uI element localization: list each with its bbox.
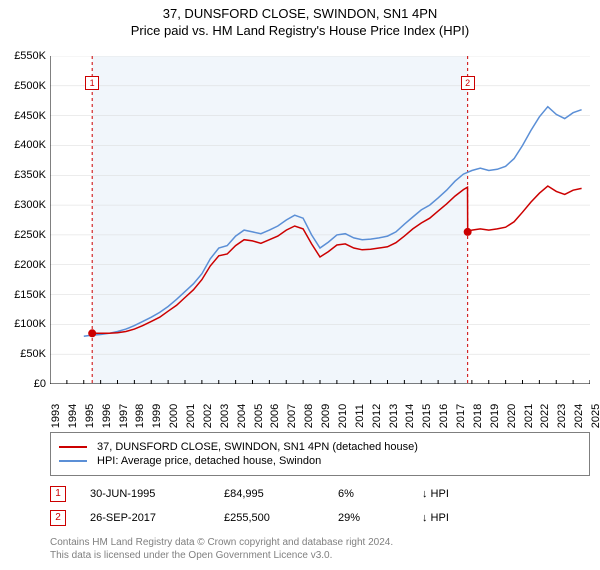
x-tick-label: 1995 <box>84 404 96 428</box>
x-tick-label: 2013 <box>388 404 400 428</box>
y-tick-label: £100K <box>0 318 46 330</box>
footer-line2: This data is licensed under the Open Gov… <box>50 549 590 562</box>
y-tick-label: £550K <box>0 50 46 62</box>
y-tick-label: £150K <box>0 289 46 301</box>
legend-label: HPI: Average price, detached house, Swin… <box>97 455 321 467</box>
x-tick-label: 2012 <box>371 404 383 428</box>
x-tick-label: 1994 <box>67 404 79 428</box>
x-tick-label: 2005 <box>253 404 265 428</box>
transaction-table: 1 30-JUN-1995 £84,995 6% ↓ HPI 2 26-SEP-2017 £2… <box>50 482 590 530</box>
x-tick-label: 1996 <box>101 404 113 428</box>
tx-marker-box: 2 <box>50 510 66 526</box>
x-tick-label: 2000 <box>168 404 180 428</box>
footer-line1: Contains HM Land Registry data © Crown c… <box>50 536 590 549</box>
tx-pct: 29% <box>338 512 398 524</box>
x-tick-label: 2007 <box>286 404 298 428</box>
tx-price: £255,500 <box>224 512 314 524</box>
tx-pct: 6% <box>338 488 398 500</box>
legend-row: HPI: Average price, detached house, Swin… <box>59 455 581 467</box>
legend-swatch <box>59 446 87 448</box>
plot-area: £0£50K£100K£150K£200K£250K£300K£350K£400… <box>50 44 590 424</box>
chart-container: 37, DUNSFORD CLOSE, SWINDON, SN1 4PN Pri… <box>0 0 600 562</box>
transaction-row: 2 26-SEP-2017 £255,500 29% ↓ HPI <box>50 506 590 530</box>
x-tick-label: 2023 <box>556 404 568 428</box>
x-tick-label: 1999 <box>151 404 163 428</box>
x-tick-label: 2014 <box>404 404 416 428</box>
plot-marker: 1 <box>85 76 99 90</box>
x-tick-label: 2022 <box>539 404 551 428</box>
plot-marker: 2 <box>461 76 475 90</box>
y-tick-label: £500K <box>0 80 46 92</box>
title-sub: Price paid vs. HM Land Registry's House … <box>0 23 600 38</box>
legend-swatch <box>59 460 87 462</box>
x-tick-label: 2021 <box>523 404 535 428</box>
y-tick-label: £200K <box>0 259 46 271</box>
x-tick-label: 2015 <box>421 404 433 428</box>
x-tick-label: 2009 <box>320 404 332 428</box>
x-tick-label: 2016 <box>438 404 450 428</box>
x-tick-label: 1993 <box>50 404 62 428</box>
y-tick-label: £450K <box>0 110 46 122</box>
y-tick-label: £250K <box>0 229 46 241</box>
x-tick-label: 2024 <box>573 404 585 428</box>
x-tick-label: 1998 <box>134 404 146 428</box>
y-tick-label: £350K <box>0 169 46 181</box>
plot-svg <box>50 56 590 384</box>
x-tick-label: 2002 <box>202 404 214 428</box>
x-tick-label: 2010 <box>337 404 349 428</box>
x-tick-label: 2025 <box>590 404 600 428</box>
x-tick-label: 2018 <box>472 404 484 428</box>
x-tick-label: 1997 <box>118 404 130 428</box>
x-tick-label: 2017 <box>455 404 467 428</box>
tx-date: 30-JUN-1995 <box>90 488 200 500</box>
tx-date: 26-SEP-2017 <box>90 512 200 524</box>
transaction-row: 1 30-JUN-1995 £84,995 6% ↓ HPI <box>50 482 590 506</box>
titles: 37, DUNSFORD CLOSE, SWINDON, SN1 4PN Pri… <box>0 0 600 38</box>
x-tick-label: 2011 <box>354 404 366 428</box>
y-tick-label: £300K <box>0 199 46 211</box>
legend-label: 37, DUNSFORD CLOSE, SWINDON, SN1 4PN (de… <box>97 441 418 453</box>
tx-vs: ↓ HPI <box>422 512 449 524</box>
legend: 37, DUNSFORD CLOSE, SWINDON, SN1 4PN (de… <box>50 432 590 476</box>
footer: Contains HM Land Registry data © Crown c… <box>50 536 590 562</box>
x-tick-label: 2004 <box>236 404 248 428</box>
legend-row: 37, DUNSFORD CLOSE, SWINDON, SN1 4PN (de… <box>59 441 581 453</box>
x-tick-label: 2001 <box>185 404 197 428</box>
x-tick-label: 2019 <box>489 404 501 428</box>
x-tick-label: 2020 <box>506 404 518 428</box>
y-tick-label: £0 <box>0 378 46 390</box>
y-tick-label: £50K <box>0 348 46 360</box>
x-tick-label: 2008 <box>303 404 315 428</box>
tx-vs: ↓ HPI <box>422 488 449 500</box>
y-tick-label: £400K <box>0 139 46 151</box>
x-tick-label: 2006 <box>269 404 281 428</box>
tx-marker-box: 1 <box>50 486 66 502</box>
title-main: 37, DUNSFORD CLOSE, SWINDON, SN1 4PN <box>0 6 600 21</box>
tx-price: £84,995 <box>224 488 314 500</box>
x-tick-label: 2003 <box>219 404 231 428</box>
